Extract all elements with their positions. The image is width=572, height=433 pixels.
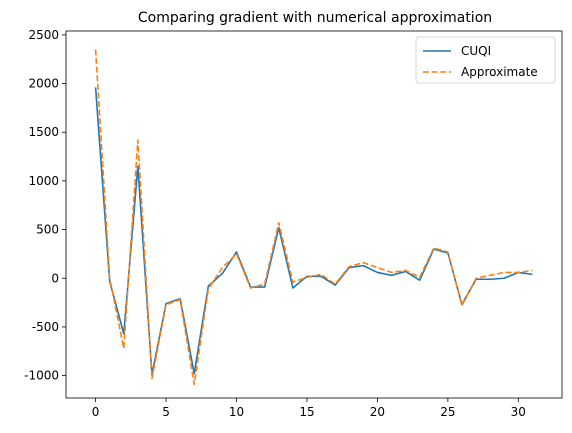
y-axis: -1000 -500 0 500 1000 1500 2000 2500 (24, 28, 66, 383)
y-tick-label: 0 (51, 271, 59, 285)
x-tick-label: 30 (511, 405, 526, 419)
y-tick-label: 1000 (28, 174, 59, 188)
y-tick-label: 1500 (28, 125, 59, 139)
legend-label-cuqi: CUQI (461, 44, 491, 58)
legend: CUQI Approximate (415, 36, 556, 84)
series-line-approximate (94, 49, 533, 386)
x-tick-label: 25 (440, 405, 455, 419)
y-tick-label: -500 (32, 320, 59, 334)
x-tick-label: 20 (370, 405, 385, 419)
legend-label-approximate: Approximate (461, 65, 538, 79)
y-tick-label: 2000 (28, 77, 59, 91)
series-line-cuqi (94, 87, 533, 376)
series-layer (94, 49, 533, 386)
x-tick-label: 10 (229, 405, 244, 419)
y-tick-label: -1000 (24, 369, 59, 383)
chart-title: Comparing gradient with numerical approx… (138, 10, 492, 26)
y-tick-label: 500 (36, 223, 59, 237)
x-tick-label: 5 (162, 405, 170, 419)
x-tick-label: 15 (299, 405, 314, 419)
y-tick-label: 2500 (28, 28, 59, 42)
x-tick-label: 0 (92, 405, 100, 419)
x-axis: 0 5 10 15 20 25 30 (92, 398, 526, 419)
